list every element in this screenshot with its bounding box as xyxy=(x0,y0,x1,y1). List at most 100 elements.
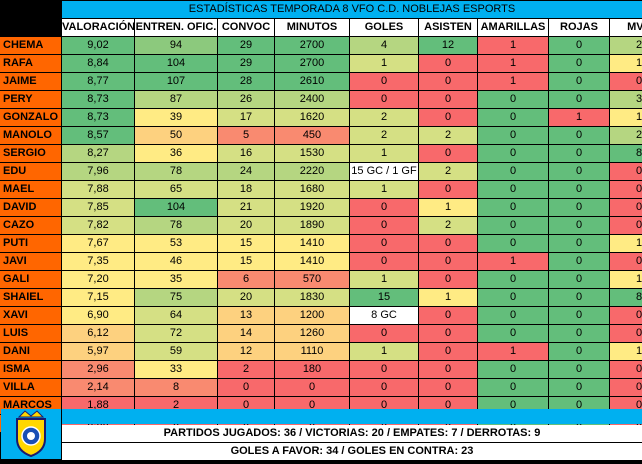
stat-cell: 8,73 xyxy=(62,109,134,126)
footer-goals: GOLES A FAVOR: 34 / GOLES EN CONTRA: 23 xyxy=(62,443,642,460)
table-row: EDU 7,96 78 24 2220 15 GC / 1 GF 2 0 0 0 xyxy=(0,163,642,180)
stat-cell: 0 xyxy=(549,361,609,378)
stat-cell: 0 xyxy=(610,325,642,342)
stat-cell: 1200 xyxy=(275,307,349,324)
stat-cell: 0 xyxy=(549,253,609,270)
stat-cell: 2700 xyxy=(275,55,349,72)
column-header: VALORACIÓN xyxy=(62,19,134,36)
stat-cell: 8,57 xyxy=(62,127,134,144)
stat-cell: 1 xyxy=(478,55,548,72)
stat-cell: 7,20 xyxy=(62,271,134,288)
stat-cell: 0 xyxy=(549,217,609,234)
table-row: CHEMA 9,02 94 29 2700 4 12 1 0 2 xyxy=(0,37,642,54)
player-name: MANOLO xyxy=(0,127,61,144)
stat-cell: 7,35 xyxy=(62,253,134,270)
stat-cell: 1 xyxy=(549,109,609,126)
stat-cell: 35 xyxy=(135,271,217,288)
stat-cell: 8,77 xyxy=(62,73,134,90)
stat-cell: 0 xyxy=(549,127,609,144)
stat-cell: 7,88 xyxy=(62,181,134,198)
stat-cell: 0 xyxy=(478,289,548,306)
stat-cell: 28 xyxy=(218,73,274,90)
stat-cell: 0 xyxy=(610,307,642,324)
stat-cell: 0 xyxy=(350,199,418,216)
stat-cell: 1 xyxy=(478,343,548,360)
stat-cell: 15 xyxy=(218,235,274,252)
stat-cell: 6 xyxy=(218,271,274,288)
stat-cell: 33 xyxy=(135,361,217,378)
stat-cell: 0 xyxy=(610,379,642,396)
stat-cell: 0 xyxy=(350,235,418,252)
stat-cell: 0 xyxy=(478,163,548,180)
stat-cell: 7,85 xyxy=(62,199,134,216)
stat-cell: 3 xyxy=(610,91,642,108)
column-header: ENTREN. OFIC. xyxy=(135,19,217,36)
table-row: RAFA 8,84 104 29 2700 1 0 1 0 1 xyxy=(0,55,642,72)
stat-cell: 1 xyxy=(350,343,418,360)
table-row: CAZO 7,82 78 20 1890 0 2 0 0 0 xyxy=(0,217,642,234)
stat-cell: 0 xyxy=(478,91,548,108)
stat-cell: 1 xyxy=(478,73,548,90)
stat-cell: 1 xyxy=(350,145,418,162)
stat-cell: 65 xyxy=(135,181,217,198)
stat-cell: 1 xyxy=(610,55,642,72)
stat-cell: 39 xyxy=(135,109,217,126)
stat-cell: 20 xyxy=(218,217,274,234)
column-header: CONVOC xyxy=(218,19,274,36)
player-name: GALI xyxy=(0,271,61,288)
stat-cell: 0 xyxy=(549,163,609,180)
column-header: AMARILLAS xyxy=(478,19,548,36)
stat-cell: 6,12 xyxy=(62,325,134,342)
stat-cell: 17 xyxy=(218,109,274,126)
player-name: RAFA xyxy=(0,55,61,72)
column-header: ROJAS xyxy=(549,19,609,36)
stat-cell: 0 xyxy=(610,73,642,90)
stat-cell: 2 xyxy=(610,37,642,54)
stat-cell: 0 xyxy=(610,217,642,234)
stat-cell: 107 xyxy=(135,73,217,90)
player-name: PUTI xyxy=(0,235,61,252)
stat-cell: 0 xyxy=(419,235,477,252)
stat-cell: 2 xyxy=(419,127,477,144)
stat-cell: 7,67 xyxy=(62,235,134,252)
stat-cell: 2 xyxy=(350,109,418,126)
stat-cell: 0 xyxy=(419,181,477,198)
stat-cell: 0 xyxy=(478,199,548,216)
stat-cell: 0 xyxy=(549,271,609,288)
stat-cell: 78 xyxy=(135,217,217,234)
stat-cell: 180 xyxy=(275,361,349,378)
player-name: JAIME xyxy=(0,73,61,90)
stat-cell: 15 xyxy=(350,289,418,306)
stat-cell: 78 xyxy=(135,163,217,180)
stat-cell: 8 xyxy=(135,379,217,396)
column-header: MVP xyxy=(610,19,642,36)
stat-cell: 0 xyxy=(478,127,548,144)
stat-cell: 59 xyxy=(135,343,217,360)
stat-cell: 2 xyxy=(610,127,642,144)
stat-cell: 0 xyxy=(419,361,477,378)
stat-cell: 0 xyxy=(549,91,609,108)
sheet-title: ESTADÍSTICAS TEMPORADA 8 VFO C.D. NOBLEJ… xyxy=(62,1,642,18)
table-row: DAVID 7,85 104 21 1920 0 1 0 0 0 xyxy=(0,199,642,216)
stat-cell: 0 xyxy=(549,307,609,324)
stat-cell: 12 xyxy=(218,343,274,360)
player-name: DANI xyxy=(0,343,61,360)
stat-cell: 26 xyxy=(218,91,274,108)
stat-cell: 0 xyxy=(549,343,609,360)
stat-cell: 13 xyxy=(218,307,274,324)
stat-cell: 0 xyxy=(350,73,418,90)
stat-cell: 24 xyxy=(218,163,274,180)
stat-cell: 29 xyxy=(218,55,274,72)
stat-cell: 2 xyxy=(419,163,477,180)
table-row: PERY 8,73 87 26 2400 0 0 0 0 3 xyxy=(0,91,642,108)
stat-cell: 0 xyxy=(350,253,418,270)
stat-cell: 6,90 xyxy=(62,307,134,324)
stat-cell: 0 xyxy=(478,325,548,342)
stat-cell: 0 xyxy=(610,361,642,378)
stat-cell: 0 xyxy=(350,379,418,396)
stat-cell: 1110 xyxy=(275,343,349,360)
stat-cell: 2 xyxy=(419,217,477,234)
stat-cell: 2,14 xyxy=(62,379,134,396)
player-name: CAZO xyxy=(0,217,61,234)
